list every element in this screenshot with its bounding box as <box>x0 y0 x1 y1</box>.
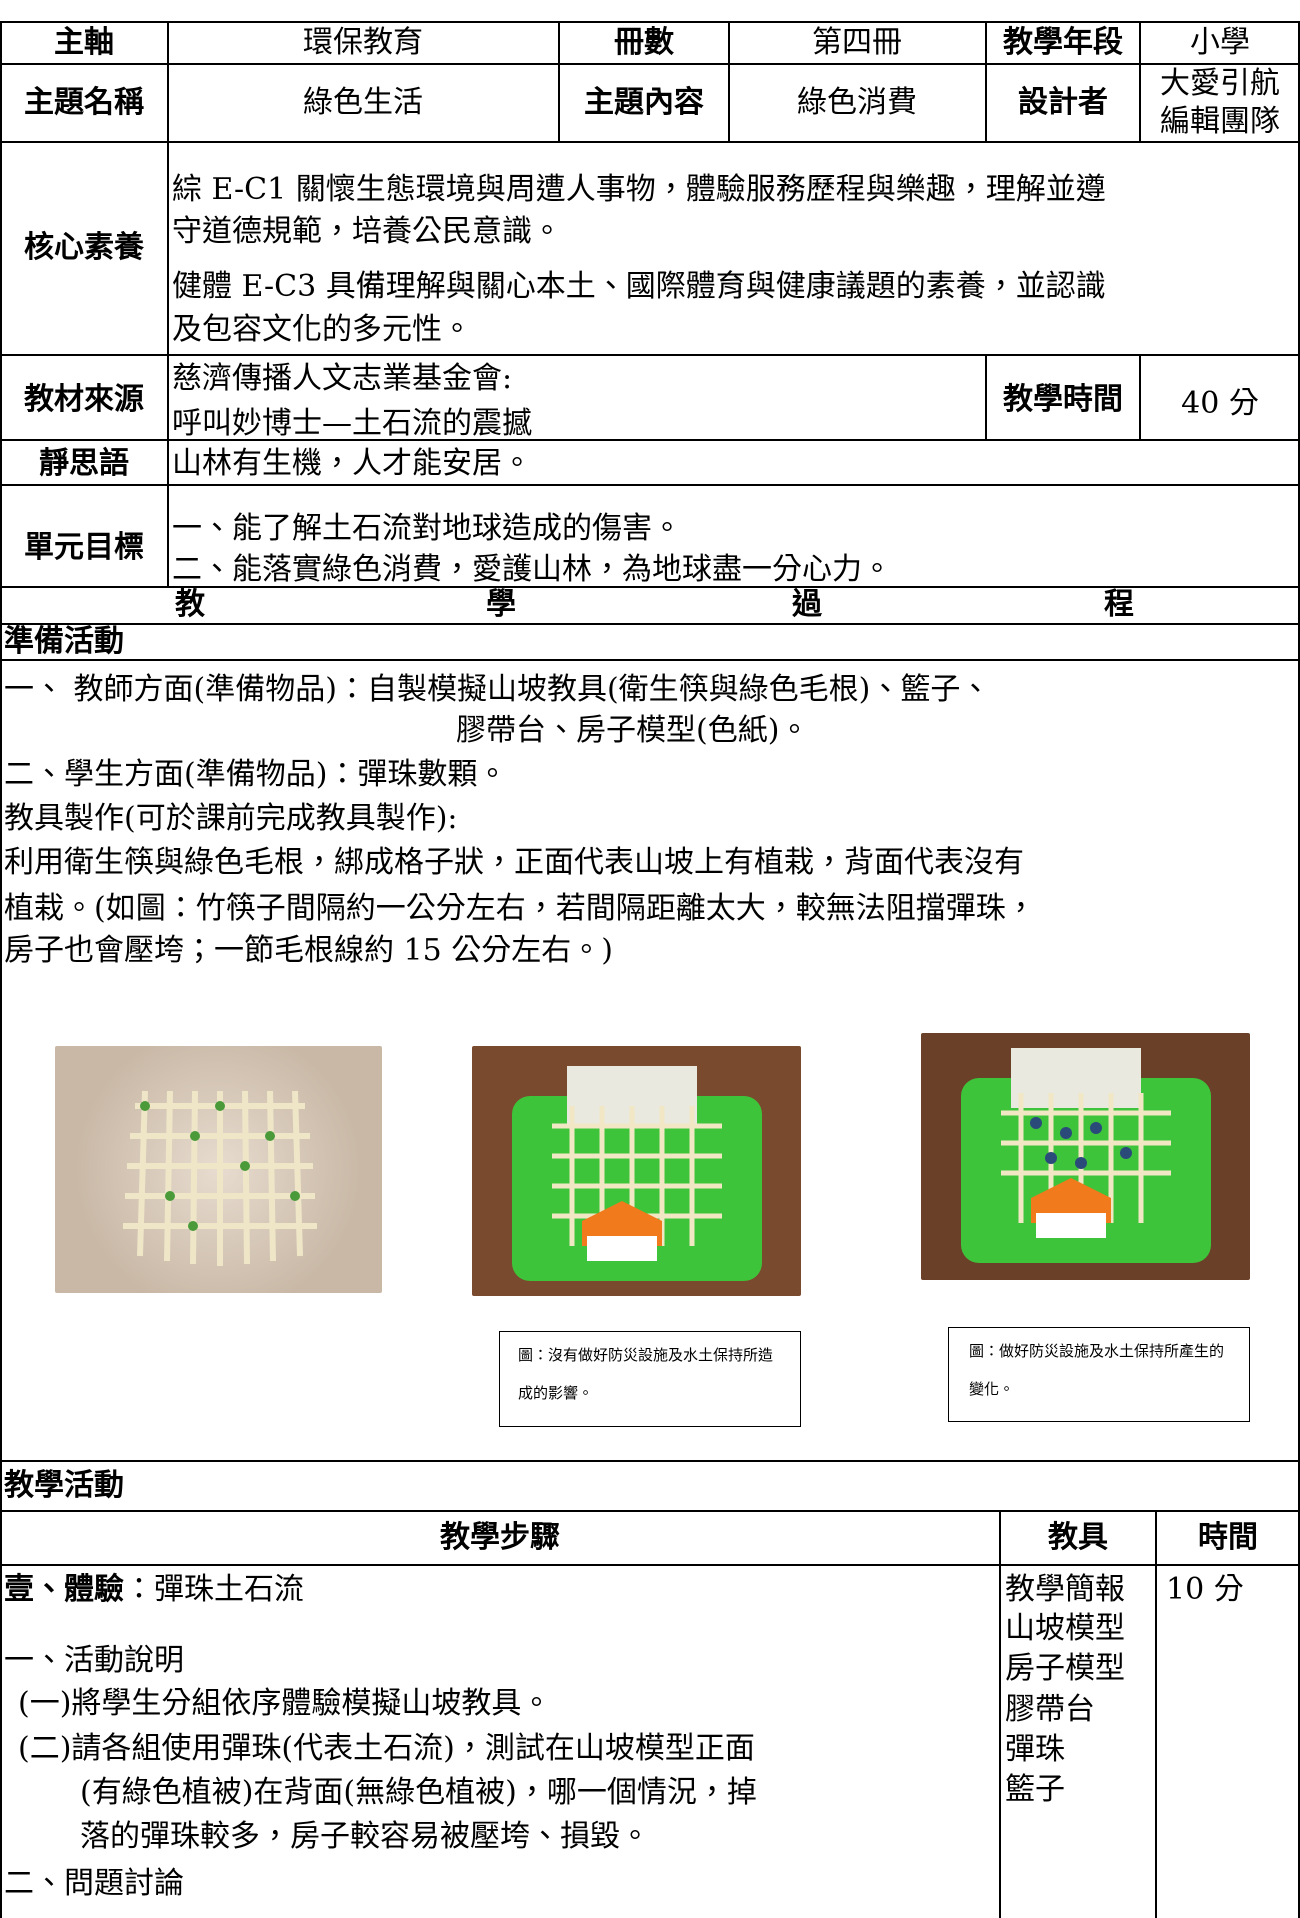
label: 教材來源 <box>24 382 144 417</box>
value: 第四冊 <box>812 25 902 60</box>
text-line: 守道德規範，培養公民意識。 <box>172 214 562 249</box>
tool: 房子模型 <box>1005 1651 1125 1686</box>
step-title: 壹、體驗：彈珠土石流 <box>4 1571 304 1609</box>
column-header: 教學步驟 <box>440 1520 560 1555</box>
column-header: 時間 <box>1198 1520 1258 1555</box>
tool: 彈珠 <box>1005 1732 1065 1767</box>
text-line: 綜 E-C1 關懷生態環境與周遭人事物，體驗服務歷程與樂趣，理解並遵 <box>172 172 1106 207</box>
text-line: 一、能了解土石流對地球造成的傷害。 <box>172 511 682 546</box>
text-line: 山林有生機，人才能安居。 <box>172 446 532 481</box>
text-line: 一、 教師方面(準備物品)：自製模擬山坡教具(衛生筷與綠色毛根)、籃子、 <box>4 672 991 707</box>
text-line: (二)請各組使用彈珠(代表土石流)，測試在山坡模型正面 <box>18 1731 755 1766</box>
value: 大愛引航 <box>1160 66 1280 101</box>
photo <box>921 1033 1250 1280</box>
column-header: 教具 <box>1048 1520 1108 1555</box>
text-line: 二、能落實綠色消費，愛護山林，為地球盡一分心力。 <box>172 552 892 587</box>
time: 10 分 <box>1166 1572 1244 1607</box>
text-line: 落的彈珠較多，房子較容易被壓垮、損毀。 <box>80 1819 650 1854</box>
text-line: 膠帶台、房子模型(色紙)。 <box>456 713 810 748</box>
caption: 圖：做好防災設施及水土保持所產生的變化。 <box>948 1327 1250 1422</box>
text-line: 及包容文化的多元性。 <box>172 312 472 347</box>
label: 設計者 <box>1018 85 1108 120</box>
value: 環保教育 <box>303 25 423 60</box>
label: 單元目標 <box>24 530 144 565</box>
tool: 籃子 <box>1005 1772 1065 1807</box>
label: 教學時間 <box>1003 382 1123 417</box>
text-line: 房子也會壓垮；一節毛根線約 15 公分左右。) <box>4 933 613 968</box>
label: 核心素養 <box>24 230 144 265</box>
tool: 山坡模型 <box>1005 1611 1125 1646</box>
text-line: 慈濟傳播人文志業基金會: <box>172 361 513 396</box>
tool: 膠帶台 <box>1005 1692 1095 1727</box>
text-line: 植栽。(如圖：竹筷子間隔約一公分左右，若間隔距離太大，較無法阻擋彈珠， <box>4 891 1036 926</box>
label: 主題名稱 <box>24 85 144 120</box>
text-line: 教具製作(可於課前完成教具製作): <box>4 801 458 836</box>
text-line: (有綠色植被)在背面(無綠色植被)，哪一個情況，掉 <box>80 1775 757 1810</box>
section-title: 準備活動 <box>4 624 124 659</box>
value: 小學 <box>1190 25 1250 60</box>
label: 主題內容 <box>584 85 704 120</box>
section-title: 學 <box>486 587 516 622</box>
text-line: 二、學生方面(準備物品)：彈珠數顆。 <box>4 757 508 792</box>
value: 編輯團隊 <box>1160 104 1280 139</box>
label: 冊數 <box>614 25 674 60</box>
photo <box>55 1046 382 1293</box>
value: 綠色消費 <box>797 85 917 120</box>
text-line: 呼叫妙博士—土石流的震撼 <box>172 406 532 441</box>
photo-illustration <box>123 1090 317 1266</box>
section-title: 程 <box>1104 587 1134 622</box>
photo-illustration <box>961 1048 1211 1263</box>
value: 40 分 <box>1181 386 1259 421</box>
section-title: 教 <box>175 587 205 622</box>
section-title: 過 <box>792 587 822 622</box>
tool: 教學簡報 <box>1005 1572 1125 1607</box>
label: 主軸 <box>54 25 114 60</box>
label: 靜思語 <box>39 446 129 481</box>
step-heading: 壹、體驗 <box>4 1572 124 1607</box>
photo-illustration <box>512 1066 762 1281</box>
text-line: 一、活動說明 <box>4 1643 184 1678</box>
text-line: 利用衛生筷與綠色毛根，綁成格子狀，正面代表山坡上有植栽，背面代表沒有 <box>4 845 1024 880</box>
text-line: 二、問題討論 <box>4 1866 184 1901</box>
label: 教學年段 <box>1003 25 1123 60</box>
value: 綠色生活 <box>303 85 423 120</box>
text-line: (一)將學生分組依序體驗模擬山坡教具。 <box>18 1686 552 1721</box>
caption: 圖：沒有做好防災設施及水土保持所造成的影響。 <box>499 1331 801 1427</box>
text-line: 健體 E-C3 具備理解與關心本土、國際體育與健康議題的素養，並認識 <box>172 269 1106 304</box>
photo <box>472 1046 801 1296</box>
section-title: 教學活動 <box>4 1468 124 1503</box>
step-subject: ：彈珠土石流 <box>124 1572 304 1607</box>
